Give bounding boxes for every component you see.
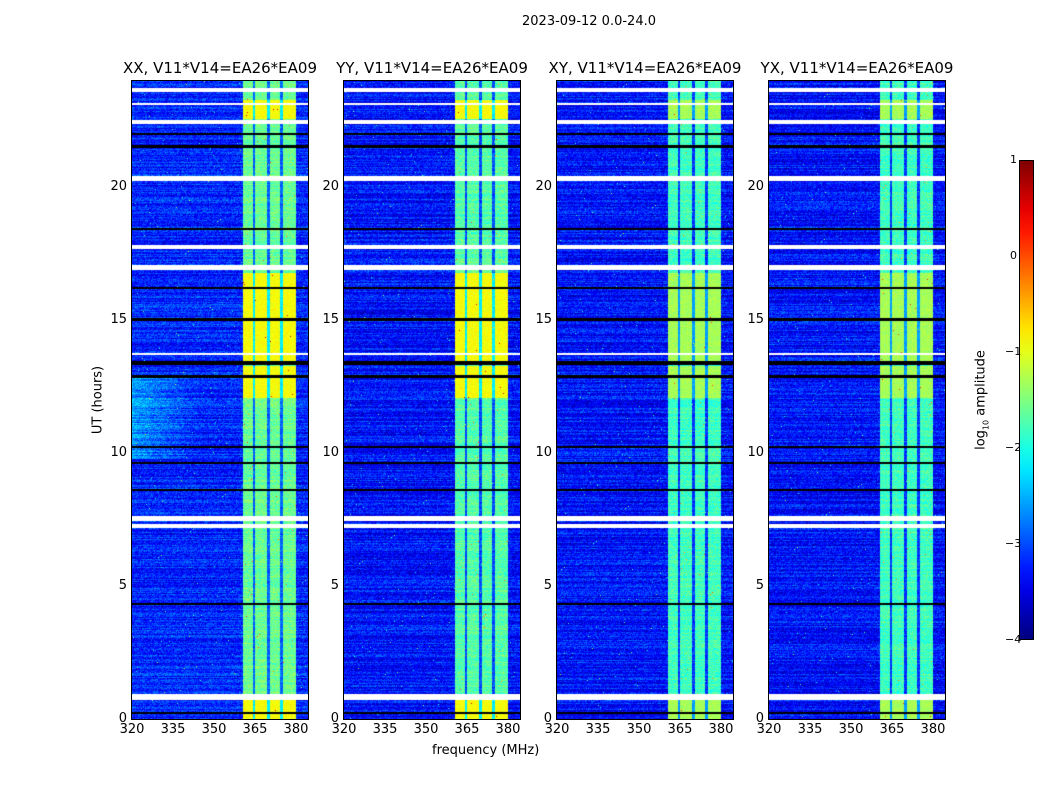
x-tick-label: 365 [242, 722, 268, 737]
panel-title-yy: YY, V11*V14=EA26*EA09 [336, 59, 528, 77]
x-tick-label: 350 [838, 722, 864, 737]
x-tick-label: 335 [160, 722, 186, 737]
x-tick-label: 320 [756, 722, 782, 737]
panel-title-yx: YX, V11*V14=EA26*EA09 [760, 59, 954, 77]
heatmap-yy [344, 81, 520, 719]
x-tick-label: 335 [372, 722, 398, 737]
y-tick-label: 20 [747, 179, 764, 195]
x-tick-label: 380 [708, 722, 734, 737]
y-tick-label: 0 [118, 711, 127, 726]
y-tick-label: 20 [110, 179, 127, 195]
y-tick-label: 15 [535, 312, 552, 328]
y-tick-label: 10 [747, 445, 764, 461]
x-tick-label: 365 [667, 722, 693, 737]
x-tick-label: 380 [920, 722, 946, 737]
heatmap-panel-xx [131, 80, 309, 720]
x-tick-label: 320 [119, 722, 145, 737]
y-tick-label: 10 [110, 445, 127, 461]
colorbar-tick-label: 0 [1010, 249, 1017, 262]
colorbar-tick-label: −2 [1005, 441, 1022, 454]
x-tick-label: 380 [495, 722, 521, 737]
y-tick-label: 5 [755, 578, 764, 594]
y-tick-label: 10 [322, 445, 339, 461]
y-tick-label: 0 [755, 711, 764, 726]
panel-title-xx: XX, V11*V14=EA26*EA09 [122, 59, 317, 77]
heatmap-xx [132, 81, 308, 719]
y-axis-label: UT (hours) [90, 365, 106, 435]
colorbar-label-rest: amplitude [973, 350, 989, 420]
y-tick-label: 20 [322, 179, 339, 195]
y-tick-label: 0 [543, 711, 552, 726]
x-tick-label: 380 [283, 722, 309, 737]
x-tick-label: 350 [626, 722, 652, 737]
y-tick-label: 5 [330, 578, 339, 594]
y-tick-label: 10 [535, 445, 552, 461]
x-tick-label: 320 [331, 722, 357, 737]
x-axis-label: frequency (MHz) [432, 743, 540, 758]
x-tick-label: 335 [585, 722, 611, 737]
heatmap-panel-yy [343, 80, 521, 720]
y-tick-label: 5 [543, 578, 552, 594]
colorbar-label-log: log [973, 430, 989, 450]
heatmap-panel-xy [556, 80, 734, 720]
x-tick-label: 350 [413, 722, 439, 737]
y-tick-label: 0 [330, 711, 339, 726]
colorbar-tick-label: −1 [1005, 345, 1022, 358]
x-tick-label: 350 [201, 722, 227, 737]
colorbar-tick-label: −3 [1005, 537, 1022, 550]
heatmap-yx [769, 81, 945, 719]
y-tick-label: 5 [118, 578, 127, 594]
colorbar-label: log10 amplitude [974, 350, 991, 450]
heatmap-xy [557, 81, 733, 719]
x-tick-label: 365 [454, 722, 480, 737]
y-tick-label: 15 [747, 312, 764, 328]
x-tick-label: 365 [879, 722, 905, 737]
colorbar-tick-label: 1 [1010, 153, 1017, 166]
y-tick-label: 20 [535, 179, 552, 195]
y-tick-label: 15 [110, 312, 127, 328]
colorbar-label-sub: 10 [981, 419, 991, 431]
heatmap-panel-yx [768, 80, 946, 720]
colorbar-tick-label: −4 [1005, 633, 1022, 646]
colorbar [1019, 160, 1034, 640]
x-tick-label: 335 [797, 722, 823, 737]
x-tick-label: 320 [544, 722, 570, 737]
y-tick-label: 15 [322, 312, 339, 328]
figure-title: 2023-09-12 0.0-24.0 [522, 14, 656, 29]
panel-title-xy: XY, V11*V14=EA26*EA09 [548, 59, 742, 77]
